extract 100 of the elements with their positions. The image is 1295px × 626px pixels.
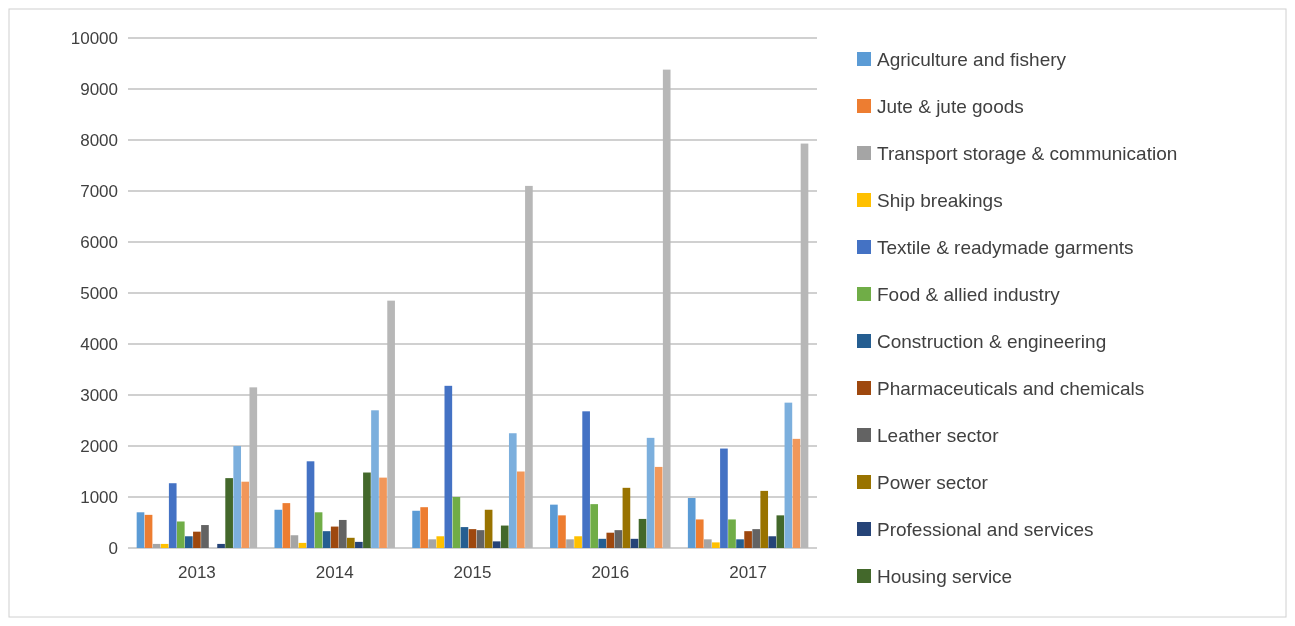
- bar: [606, 532, 615, 548]
- bar: [412, 510, 420, 548]
- x-tick-label: 2015: [453, 563, 492, 582]
- bar: [282, 503, 291, 548]
- bar: [622, 487, 631, 548]
- bar: [517, 471, 525, 548]
- bar: [638, 518, 647, 548]
- bar: [744, 531, 752, 548]
- bar: [371, 410, 379, 548]
- legend-label: Pharmaceuticals and chemicals: [877, 377, 1145, 399]
- bar: [484, 509, 493, 548]
- bar: [249, 387, 258, 548]
- bar: [387, 300, 395, 548]
- y-tick-label: 10000: [70, 28, 118, 48]
- y-tick-label: 5000: [80, 283, 118, 303]
- bar: [452, 497, 461, 548]
- x-tick-label: 2016: [591, 563, 630, 582]
- legend-label: Housing service: [877, 565, 1013, 587]
- legend-label: Textile & readymade garments: [877, 236, 1134, 258]
- bar: [752, 529, 760, 548]
- bar: [338, 519, 347, 548]
- bar: [695, 519, 704, 548]
- bar: [290, 535, 299, 548]
- bar: [614, 530, 623, 548]
- bar: [346, 537, 355, 548]
- bar: [274, 509, 283, 548]
- bar: [566, 539, 574, 548]
- bar: [800, 143, 809, 548]
- bar: [322, 531, 331, 548]
- bar: [550, 504, 558, 548]
- bar: [144, 514, 153, 548]
- bar: [574, 536, 582, 548]
- bar: [703, 539, 712, 548]
- bar: [306, 461, 315, 548]
- bar: [136, 512, 145, 548]
- bar: [468, 529, 477, 548]
- y-tick-label: 4000: [80, 334, 118, 354]
- bar: [476, 530, 485, 548]
- bar: [525, 185, 533, 548]
- bar: [500, 525, 509, 548]
- y-tick-label: 8000: [80, 130, 118, 150]
- bar: [687, 498, 696, 548]
- bar: [558, 515, 566, 548]
- bar: [160, 543, 169, 548]
- bar: [428, 539, 437, 548]
- bar: [760, 490, 769, 548]
- bar: [379, 477, 387, 548]
- bar: [233, 446, 242, 548]
- bar: [662, 69, 671, 548]
- legend-label: Jute & jute goods: [877, 95, 1024, 117]
- y-tick-label: 2000: [80, 436, 118, 456]
- x-tick-label: 2013: [177, 563, 216, 582]
- bar: [492, 541, 501, 548]
- bar: [590, 504, 599, 548]
- bar: [363, 472, 371, 548]
- legend-label: Food & allied industry: [877, 283, 1061, 305]
- bar: [185, 536, 193, 548]
- bar: [736, 539, 744, 548]
- x-tick-label: 2014: [315, 563, 354, 582]
- bar: [712, 542, 720, 548]
- bar: [436, 536, 445, 548]
- bar: [508, 433, 517, 548]
- bar: [201, 525, 209, 548]
- bar: [168, 483, 177, 548]
- bar: [728, 519, 736, 548]
- legend-label: Ship breakings: [877, 189, 1003, 211]
- x-tick-label: 2017: [729, 563, 768, 582]
- bar: [225, 478, 233, 548]
- bar: [598, 538, 607, 548]
- legend-label: Professional and services: [877, 518, 1094, 540]
- bar: [217, 543, 225, 548]
- bar: [241, 481, 250, 548]
- bar: [460, 527, 469, 548]
- bar: [193, 531, 201, 548]
- legend-label: Construction & engineering: [877, 330, 1107, 352]
- legend-label: Power sector: [877, 471, 989, 493]
- y-tick-label: 9000: [80, 79, 118, 99]
- legend-label: Transport storage & communication: [877, 142, 1178, 164]
- bar: [646, 437, 655, 548]
- bar: [314, 512, 323, 548]
- legend-label: Agriculture and fishery: [877, 48, 1067, 70]
- y-tick-label: 3000: [80, 385, 118, 405]
- bar: [768, 536, 777, 548]
- bar: [330, 526, 339, 548]
- y-tick-label: 1000: [80, 487, 118, 507]
- legend-label: Leather sector: [877, 424, 1000, 446]
- bar: [152, 543, 161, 548]
- y-tick-label: 6000: [80, 232, 118, 252]
- bar: [355, 541, 363, 548]
- bar: [792, 438, 801, 548]
- bar: [420, 507, 428, 548]
- y-tick-label: 0: [108, 538, 118, 558]
- bar: [720, 448, 728, 548]
- bar: [176, 521, 185, 548]
- bar: [776, 515, 785, 548]
- bar: [784, 402, 793, 548]
- bar: [298, 542, 307, 548]
- bar: [654, 466, 663, 548]
- bar: [582, 411, 590, 548]
- y-tick-label: 7000: [80, 181, 118, 201]
